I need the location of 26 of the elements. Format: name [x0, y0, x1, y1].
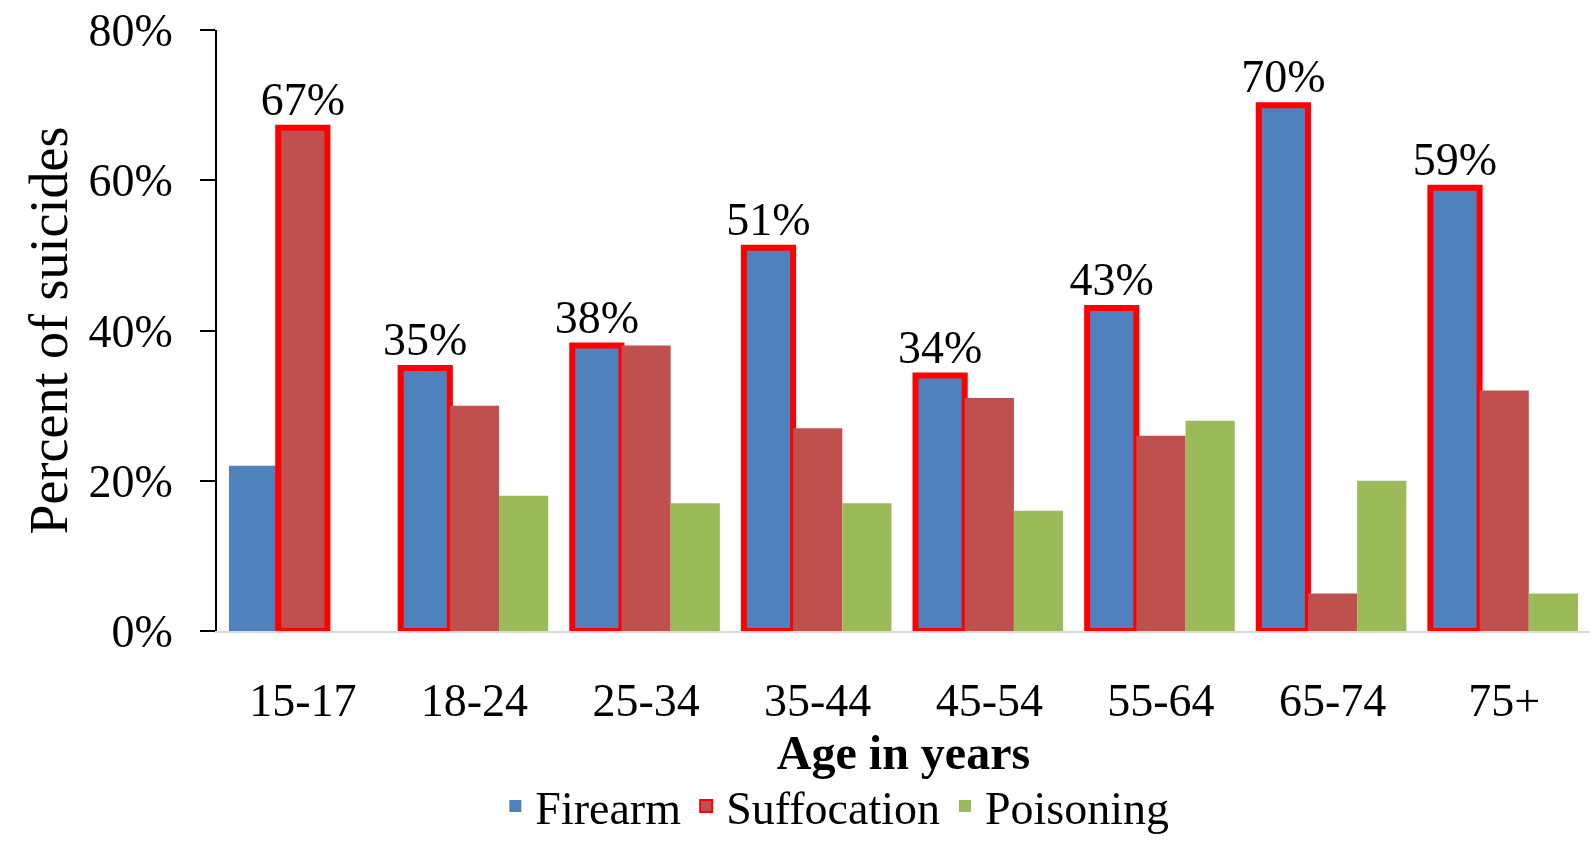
data-label: 67% — [260, 73, 345, 125]
x-tick-label: 65-74 — [1278, 675, 1387, 727]
data-label: 59% — [1412, 133, 1498, 185]
data-label: 51% — [726, 193, 811, 245]
x-tick-label: 45-54 — [935, 675, 1043, 727]
y-tick-label: 40% — [88, 305, 173, 357]
data-label: 34% — [897, 321, 983, 373]
y-tick-label: 0% — [111, 606, 173, 658]
data-label: 38% — [554, 291, 640, 343]
x-tick-label: 35-44 — [764, 675, 872, 727]
y-tick-label: 60% — [88, 155, 173, 207]
x-tick-label: 25-34 — [592, 675, 700, 727]
y-axis-title: Percent of suicides — [18, 126, 79, 535]
legend-label: Firearm — [535, 782, 682, 834]
y-tick-label: 80% — [88, 5, 173, 57]
data-label: 70% — [1241, 51, 1326, 103]
x-tick-label: 55-64 — [1107, 675, 1215, 727]
x-axis-title: Age in years — [776, 726, 1031, 780]
data-label: 35% — [383, 314, 468, 366]
x-tick-label: 75+ — [1468, 675, 1541, 727]
legend-label: Suffocation — [726, 782, 940, 834]
x-tick-label: 15-17 — [249, 675, 357, 727]
x-tick-label: 18-24 — [420, 675, 529, 727]
data-label: 43% — [1069, 253, 1154, 305]
legend-label: Poisoning — [984, 782, 1170, 834]
y-tick-label: 20% — [88, 455, 173, 507]
